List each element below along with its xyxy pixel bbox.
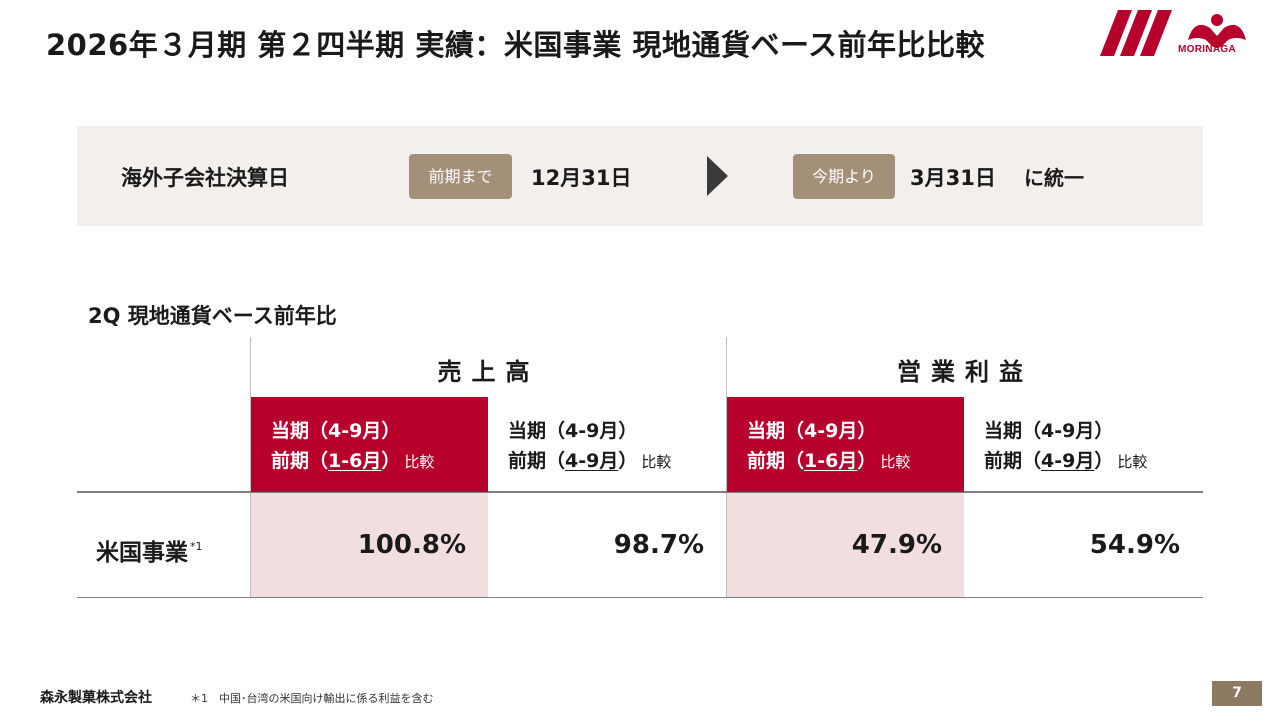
- value-sales-vs-prev-4-9: 98.7%: [613, 530, 704, 560]
- unify-text: に統一: [1024, 166, 1084, 190]
- current-period-pill: 今期より: [793, 154, 895, 199]
- logo-text: MORINAGA: [1178, 44, 1236, 55]
- company-name: 森永製菓株式会社: [40, 690, 152, 706]
- highlight-cell: [727, 493, 964, 597]
- table-rule: [77, 597, 1203, 598]
- current-date: 3月31日: [910, 166, 996, 190]
- fiscal-date-banner: 海外子会社決算日 前期まで 12月31日 今期より 3月31日 に統一: [77, 126, 1203, 226]
- column-header: 当期（4-9月） 前期（1-6月） 比較: [727, 397, 964, 492]
- table-divider: [726, 337, 727, 598]
- group-header-operating-profit: 営業利益: [897, 358, 1033, 386]
- banner-label: 海外子会社決算日: [121, 166, 289, 190]
- section-title: 2Q 現地通貨ベース前年比: [88, 304, 337, 328]
- page-number: 7: [1212, 681, 1262, 706]
- arrow-right-icon: [707, 156, 728, 196]
- footnote-mark: *1: [190, 540, 203, 553]
- highlight-cell: [251, 493, 488, 597]
- value-profit-vs-prev-1-6: 47.9%: [851, 530, 942, 560]
- value-sales-vs-prev-1-6: 100.8%: [357, 530, 466, 560]
- footnote: ＊1 中国･台湾の米国向け輸出に係る利益を含む: [190, 692, 434, 705]
- column-header: 当期（4-9月） 前期（1-6月） 比較: [251, 397, 488, 492]
- row-label-us-business: 米国事業 *1: [96, 540, 203, 566]
- value-profit-vs-prev-4-9: 54.9%: [1089, 530, 1180, 560]
- group-header-sales: 売上高: [437, 358, 540, 386]
- column-header: 当期（4-9月） 前期（4-9月） 比較: [508, 420, 672, 472]
- morinaga-logo-icon: [1100, 10, 1246, 56]
- previous-date: 12月31日: [531, 166, 632, 190]
- column-header: 当期（4-9月） 前期（4-9月） 比較: [984, 420, 1148, 472]
- table-divider: [250, 337, 251, 598]
- table-rule: [77, 491, 1203, 493]
- previous-period-pill: 前期まで: [409, 154, 512, 199]
- page-title: 2026年３月期 第２四半期 実績：米国事業 現地通貨ベース前年比比較: [46, 28, 986, 62]
